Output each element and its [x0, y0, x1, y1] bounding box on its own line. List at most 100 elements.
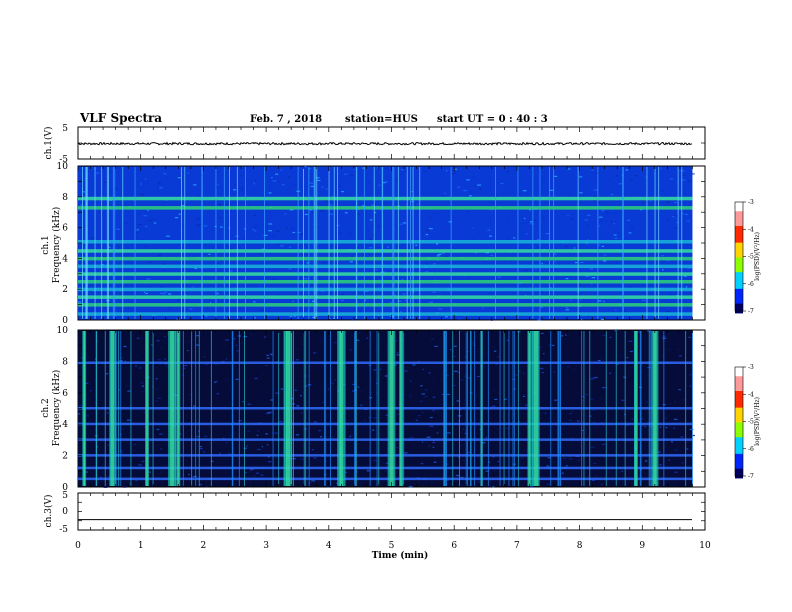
spectrogram-band [78, 422, 693, 426]
spectrogram-sferic [210, 331, 212, 486]
spectrogram-speckle [536, 247, 540, 249]
spectrogram-sferic [130, 331, 132, 486]
spectrogram-sferic [382, 167, 384, 319]
spectrogram-speckle [529, 223, 534, 225]
spectrogram-speckle [193, 316, 197, 318]
spectrogram-speckle [285, 227, 289, 230]
spectrogram-speckle [301, 391, 303, 393]
spectrogram-speckle [425, 234, 429, 236]
freq-tick-label: 8 [62, 193, 68, 203]
colorbar-segment [735, 374, 743, 377]
spectrogram-speckle [271, 432, 274, 434]
colorbar-segment [735, 251, 743, 255]
spectrogram-speckle [369, 238, 372, 240]
spectrogram-speckle [311, 449, 315, 451]
spectrogram-sferic [86, 167, 88, 319]
spectrogram-speckle [121, 357, 124, 359]
spectrogram-speckle [288, 268, 292, 270]
spectrogram-sferic [272, 331, 274, 486]
spectrogram-speckle [266, 357, 270, 359]
spectrogram-sferic [201, 167, 203, 319]
spectrogram-speckle [135, 232, 138, 234]
spectrogram-speckle [490, 319, 493, 321]
spectrogram-speckle [584, 219, 588, 221]
spectrogram-speckle [453, 370, 458, 372]
spectrogram-speckle [314, 346, 317, 349]
spectrogram-speckle [593, 462, 597, 465]
spectrogram-speckle [256, 434, 259, 436]
spectrogram-speckle [513, 237, 516, 239]
spectrogram-speckle [576, 420, 580, 422]
spectrogram-sferic [646, 167, 648, 319]
colorbar-segment [735, 290, 743, 294]
spectrogram-speckle [254, 179, 257, 181]
spectrogram-speckle [683, 174, 685, 176]
spectrogram-sferic [446, 331, 447, 486]
spectrogram-speckle [226, 379, 230, 381]
spectrogram-speckle [455, 474, 460, 477]
colorbar-segment [735, 394, 743, 398]
spectrogram-speckle [126, 419, 131, 421]
colorbar-segment [735, 461, 743, 464]
spectrogram-speckle [547, 457, 551, 459]
spectrogram-speckle [79, 213, 81, 215]
freq-tick-label: 0 [62, 316, 68, 326]
spectrogram-speckle [434, 212, 436, 214]
spectrogram-speckle [313, 457, 317, 459]
spectrogram-speckle [428, 228, 433, 230]
spectrogram-speckle [438, 308, 443, 310]
spectrogram-sferic [308, 167, 310, 319]
spectrogram-sferic [118, 331, 120, 486]
spectrogram-speckle [492, 390, 495, 392]
spectrogram-speckle [272, 236, 276, 238]
spectrogram-speckle [215, 380, 218, 383]
spectrogram-speckle [133, 334, 135, 336]
spectrogram-speckle [568, 458, 573, 460]
colorbar-segment [735, 250, 743, 253]
spectrogram-sferic [410, 167, 411, 319]
colorbar-segment [735, 370, 743, 374]
spectrogram-speckle [651, 308, 653, 310]
colorbar-segment [735, 463, 743, 466]
spectrogram-speckle [305, 292, 307, 294]
spectrogram-speckle [422, 233, 424, 235]
colorbar-segment [735, 403, 743, 407]
spectrogram-speckle [634, 175, 638, 177]
spectrogram-speckle [689, 385, 692, 387]
spectrogram-sferic [101, 167, 103, 319]
spectrogram-speckle [268, 223, 273, 225]
spectrogram-speckle [614, 262, 619, 264]
colorbar-segment [735, 426, 743, 429]
spectrogram-speckle [143, 375, 146, 377]
spectrogram-speckle [163, 269, 167, 271]
spectrogram-speckle [382, 182, 386, 184]
spectrogram-speckle [680, 436, 684, 438]
spectrogram-speckle [387, 246, 389, 248]
spectrogram-speckle [666, 201, 670, 203]
spectrogram-speckle [503, 398, 507, 400]
spectrogram-speckle [684, 213, 689, 216]
colorbar-tick-label: -3 [748, 199, 754, 206]
spectrogram-speckle [309, 191, 312, 193]
colorbar-tick-label: -4 [748, 391, 754, 398]
spectrogram-speckle [397, 413, 400, 415]
spectrogram-speckle [356, 339, 360, 341]
spectrogram-speckle [579, 192, 583, 194]
spectrogram-speckle [332, 486, 336, 488]
spectrogram-speckle [467, 247, 470, 249]
spectrogram-speckle [563, 457, 567, 459]
spectrogram-speckle [524, 449, 528, 451]
spectrogram-speckle [592, 410, 597, 412]
spectrogram-speckle [329, 213, 334, 215]
spectrogram-speckle [320, 436, 323, 438]
spectrogram-speckle [489, 480, 491, 482]
spectrogram-speckle [124, 222, 128, 224]
spectrogram-sferic [487, 331, 489, 486]
spectrogram-speckle [104, 307, 108, 309]
spectrogram-burst-core [339, 331, 344, 486]
spectrogram-speckle [545, 233, 550, 235]
spectrogram-band [78, 206, 693, 210]
ch2-spectrogram-ylabel-channel: ch.2 [41, 398, 51, 417]
spectrogram-sferic [313, 167, 315, 319]
spectrogram-speckle [289, 209, 294, 211]
